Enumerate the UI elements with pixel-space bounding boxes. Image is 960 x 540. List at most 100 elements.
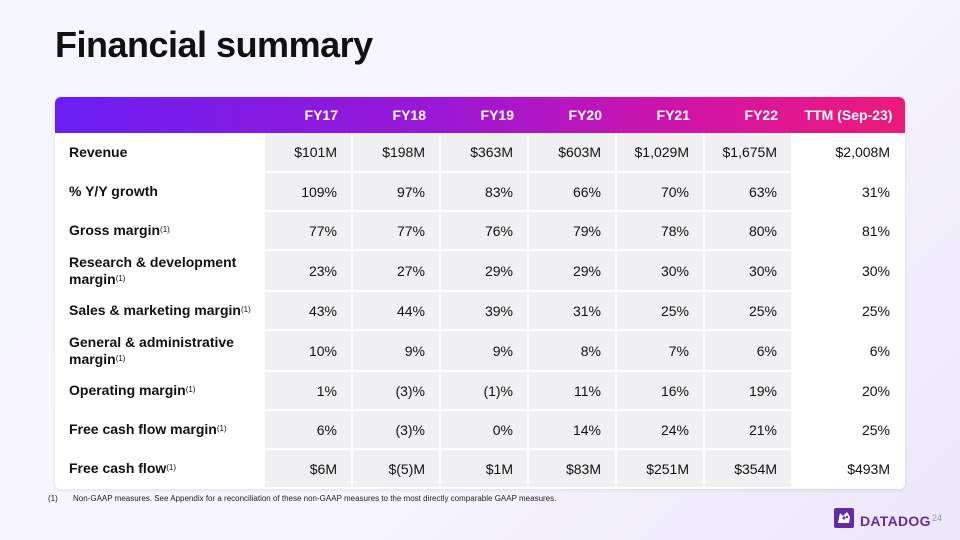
table-cell: $1,029M xyxy=(616,133,705,173)
row-label: General & administrative margin(1) xyxy=(55,330,265,372)
table-cell: $363M xyxy=(440,133,529,173)
page-title: Financial summary xyxy=(55,24,373,65)
table-cell: (3)% xyxy=(352,410,441,450)
table-cell: $603M xyxy=(528,133,617,173)
table-cell: 79% xyxy=(528,211,617,251)
datadog-dog-icon xyxy=(833,507,855,534)
row-label-text: Revenue xyxy=(69,143,128,160)
row-label: Research & development margin(1) xyxy=(55,250,265,292)
table-row: Free cash flow margin(1) 6% (3)% 0% 14% 24% 21… xyxy=(55,410,905,450)
table-cell: $2,008M xyxy=(792,133,905,173)
row-label-text: Sales & marketing margin xyxy=(69,302,241,318)
table-row: General & administrative margin(1) 10% 9% 9… xyxy=(55,330,905,372)
table-cell: 10% xyxy=(264,330,353,372)
column-header: FY18 xyxy=(392,107,426,123)
row-label-text: % Y/Y growth xyxy=(69,183,158,199)
table-cell: 31% xyxy=(528,291,617,331)
table-cell: 6% xyxy=(792,330,905,372)
footnote-number: (1) xyxy=(48,494,58,503)
table-cell: 7% xyxy=(616,330,705,372)
table-cell: $83M xyxy=(528,449,617,489)
table-cell: 30% xyxy=(704,250,793,292)
table-cell: $(5)M xyxy=(352,449,441,489)
row-label-text: Gross margin xyxy=(69,222,161,238)
table-cell: (3)% xyxy=(352,371,441,411)
row-label: Sales & marketing margin(1) xyxy=(55,291,265,331)
table-cell: 76% xyxy=(440,211,529,251)
table-cell: 6% xyxy=(704,330,793,372)
table-row: Free cash flow(1) $6M $(5)M $1M $83M $251M $35… xyxy=(55,449,905,489)
table-cell: $198M xyxy=(352,133,441,173)
table-cell: 78% xyxy=(616,211,705,251)
row-label: Revenue xyxy=(55,133,265,173)
table-cell: 39% xyxy=(440,291,529,331)
row-label: Free cash flow margin(1) xyxy=(55,410,265,450)
table-row: Gross margin(1) 77% 77% 76% 79% 78% 80% 81% xyxy=(55,211,905,251)
table-cell: 23% xyxy=(264,250,353,292)
row-label-text: Free cash flow xyxy=(69,460,167,476)
table-cell: 25% xyxy=(704,291,793,331)
row-label: Gross margin(1) xyxy=(55,211,265,251)
table-cell: 19% xyxy=(704,371,793,411)
row-label: Free cash flow(1) xyxy=(55,449,265,489)
row-label-text: Operating margin xyxy=(69,382,186,398)
table-cell: $251M xyxy=(616,449,705,489)
footnote-marker: (1) xyxy=(166,463,177,472)
table-cell: 83% xyxy=(440,172,529,212)
row-label-text: Research & development margin xyxy=(69,253,237,287)
column-header: FY20 xyxy=(568,107,602,123)
page-number: 24 xyxy=(932,513,943,523)
table-cell: 1% xyxy=(264,371,353,411)
column-header: FY17 xyxy=(304,107,338,123)
table-row: Operating margin(1) 1% (3)% (1)% 11% 16% 19% 20… xyxy=(55,371,905,411)
row-label: % Y/Y growth xyxy=(55,172,265,212)
column-header: TTM (Sep-23) xyxy=(804,107,893,123)
table-header-row: FY17 FY18 FY19 FY20 FY21 FY22 TTM (Sep-23) xyxy=(55,97,905,133)
row-label-text: General & administrative margin xyxy=(69,333,234,367)
table-row: Sales & marketing margin(1) 43% 44% 39% 31% 2… xyxy=(55,291,905,331)
table-cell: 9% xyxy=(352,330,441,372)
table-row: Research & development margin(1) 23% 27% 29… xyxy=(55,250,905,292)
logo-text: DATADOG xyxy=(860,512,931,529)
table-cell: 25% xyxy=(792,291,905,331)
table-cell: 14% xyxy=(528,410,617,450)
table-cell: 43% xyxy=(264,291,353,331)
table-cell: 8% xyxy=(528,330,617,372)
table-cell: 77% xyxy=(264,211,353,251)
footnote-marker: (1) xyxy=(160,225,170,234)
column-header: FY21 xyxy=(656,107,690,123)
table-cell: 44% xyxy=(352,291,441,331)
table-row: % Y/Y growth 109% 97% 83% 66% 70% 63% 31% xyxy=(55,172,905,212)
table-cell: 29% xyxy=(440,250,529,292)
table-cell: 21% xyxy=(704,410,793,450)
footnote-marker: (1) xyxy=(216,424,227,433)
row-label-text: Free cash flow margin xyxy=(69,421,217,437)
table-cell: $354M xyxy=(704,449,793,489)
column-header: FY19 xyxy=(480,107,514,123)
table-cell: 25% xyxy=(792,410,905,450)
footnote-text: Non-GAAP measures. See Appendix for a re… xyxy=(73,494,557,503)
table-cell: 77% xyxy=(352,211,441,251)
footnote: (1) Non-GAAP measures. See Appendix for a… xyxy=(48,494,556,503)
table-cell: $1,675M xyxy=(704,133,793,173)
table-cell: 25% xyxy=(616,291,705,331)
table-cell: 66% xyxy=(528,172,617,212)
footnote-marker: (1) xyxy=(185,385,196,394)
table-cell: 24% xyxy=(616,410,705,450)
table-cell: 20% xyxy=(792,371,905,411)
table-cell: 0% xyxy=(440,410,529,450)
table-row: Revenue $101M $198M $363M $603M $1,029M $1,675… xyxy=(55,133,905,173)
table-cell: 9% xyxy=(440,330,529,372)
table-cell: 97% xyxy=(352,172,441,212)
row-label: Operating margin(1) xyxy=(55,371,265,411)
table-cell: $6M xyxy=(264,449,353,489)
table-cell: 80% xyxy=(704,211,793,251)
footnote-marker: (1) xyxy=(115,273,126,283)
table-cell: $1M xyxy=(440,449,529,489)
column-header: FY22 xyxy=(744,107,778,123)
financial-summary-table: FY17 FY18 FY19 FY20 FY21 FY22 TTM (Sep-23) Rev… xyxy=(55,97,905,489)
table-cell: 29% xyxy=(528,250,617,292)
table-cell: 109% xyxy=(264,172,353,212)
table-cell: $493M xyxy=(792,449,905,489)
table-cell: 31% xyxy=(792,172,905,212)
